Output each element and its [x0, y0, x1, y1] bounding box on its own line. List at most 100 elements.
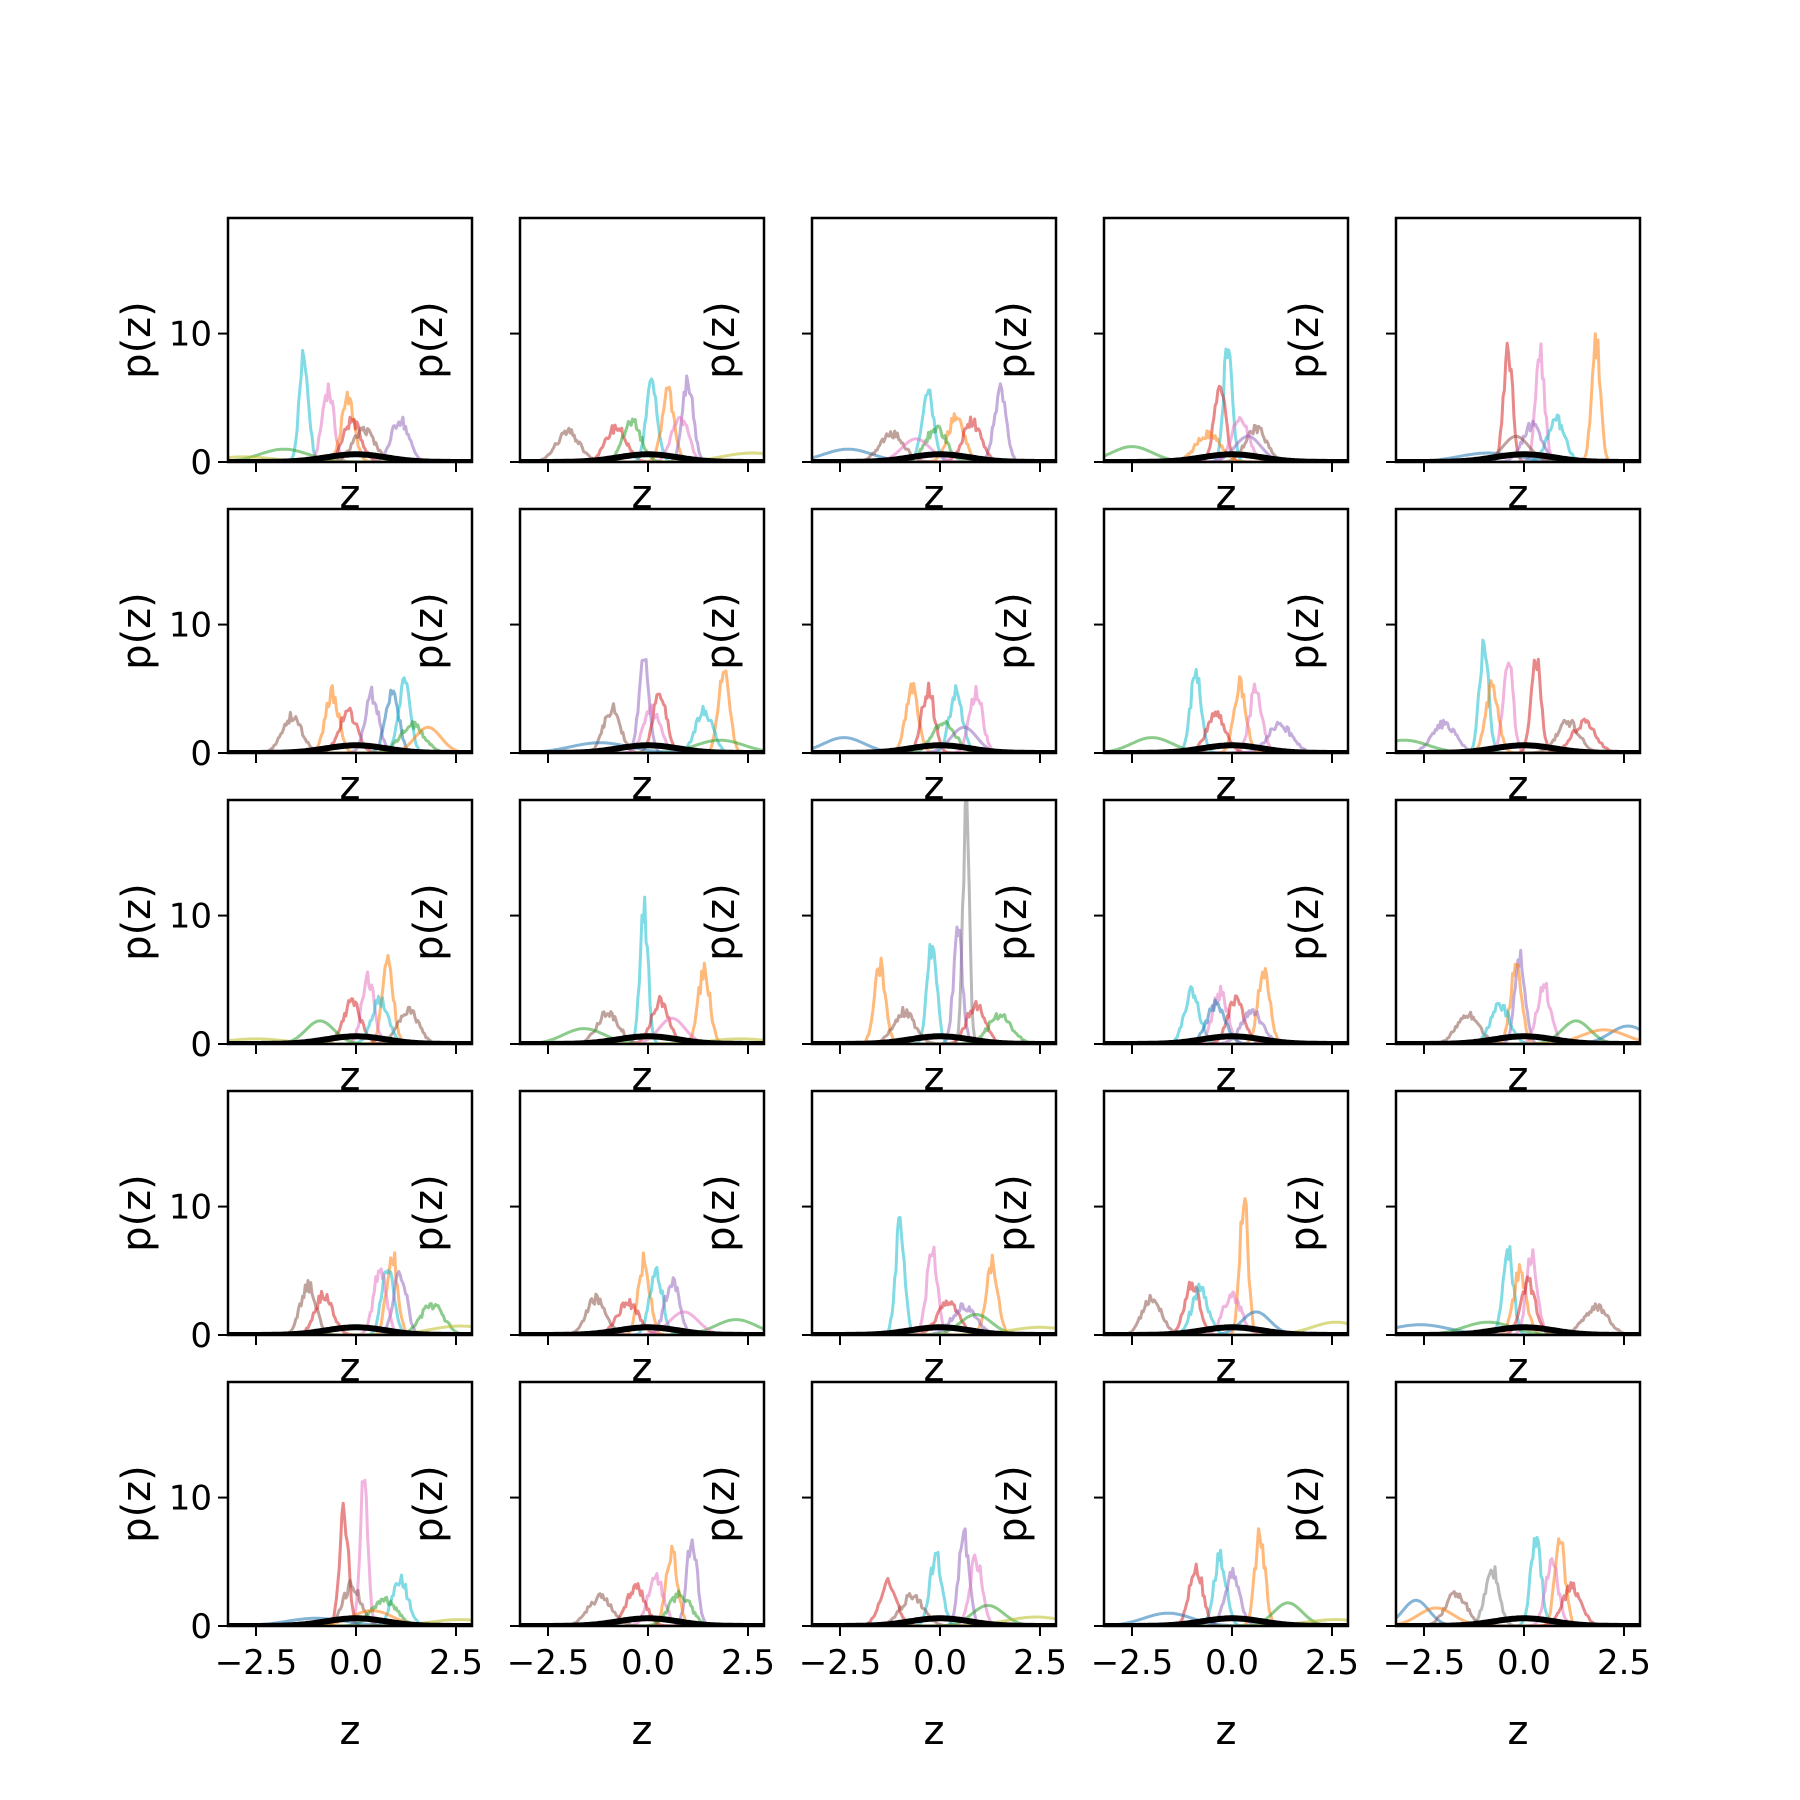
- y-axis-label: p(z): [114, 883, 160, 961]
- pdf-curve: [228, 1019, 472, 1044]
- y-axis-label: p(z): [990, 1465, 1036, 1543]
- pdf-curves: [812, 681, 1056, 753]
- pdf-curve: [520, 451, 764, 462]
- axes-frame: [810, 507, 1058, 755]
- subplot-r1-c2: p(z) z: [406, 216, 766, 518]
- subplot-r1-c5: p(z) z: [1282, 216, 1642, 518]
- pdf-curve: [520, 417, 764, 462]
- pdf-curve: [228, 706, 472, 753]
- pdf-curve: [812, 1550, 1056, 1626]
- y-tick-label: 10: [169, 1188, 212, 1228]
- pdf-curves: [1396, 948, 1640, 1044]
- subplot-r4-c5: p(z) z: [1282, 1089, 1642, 1391]
- x-tick-label: −2.5: [799, 1643, 882, 1683]
- pdf-curve: [1104, 1290, 1348, 1335]
- pdf-curve: [1104, 998, 1348, 1044]
- y-tick-label: 0: [190, 734, 212, 774]
- pdf-curve: [1396, 1275, 1640, 1335]
- pdf-curve: [812, 736, 1056, 753]
- pdf-curves: [1104, 967, 1348, 1044]
- x-axis-label: z: [340, 763, 361, 809]
- x-axis-label: z: [632, 472, 653, 518]
- pdf-curve: [812, 424, 1056, 462]
- y-axis-label: p(z): [990, 301, 1036, 379]
- y-axis-label: p(z): [698, 1465, 744, 1543]
- axes-frame: [1102, 1380, 1350, 1628]
- pdf-curve: [1396, 1302, 1640, 1335]
- pdf-curve: [1396, 332, 1640, 462]
- pdf-curve: [1396, 1263, 1640, 1335]
- pdf-curve: [228, 455, 472, 462]
- pdf-curve: [228, 1037, 472, 1044]
- y-axis-label: p(z): [114, 1465, 160, 1543]
- pdf-curves: [1104, 668, 1348, 753]
- axes-frame: [1394, 507, 1642, 755]
- pdf-curve: [520, 669, 764, 753]
- pdf-curve: [812, 725, 1056, 753]
- pdf-curve: [520, 741, 764, 753]
- subplot-r3-c5: p(z) z: [1282, 798, 1642, 1100]
- subplot-grid: 010p(z)zp(z)zp(z)zp(z)zp(z)z010p(z)zp(z)…: [114, 216, 1651, 1754]
- x-tick-label: 2.5: [429, 1643, 483, 1683]
- y-tick-label: 0: [190, 1607, 212, 1647]
- pdf-curve: [1396, 1019, 1640, 1044]
- subplot-r1-c4: p(z) z: [990, 216, 1350, 518]
- pdf-curves: [520, 1251, 764, 1335]
- y-axis-label: p(z): [698, 592, 744, 670]
- pdf-curve: [520, 1297, 764, 1335]
- pdf-curve: [228, 1618, 472, 1626]
- pdf-curve: [1396, 661, 1640, 753]
- pdf-curve: [1104, 1008, 1348, 1044]
- x-axis-label: z: [1216, 1054, 1237, 1100]
- pdf-curve: [1104, 384, 1348, 462]
- pdf-curves: [520, 374, 764, 462]
- pdf-curves: [1396, 332, 1640, 462]
- pdf-curve: [520, 1582, 764, 1626]
- y-axis-label: p(z): [990, 1174, 1036, 1252]
- y-axis-label: p(z): [1282, 592, 1328, 670]
- x-tick-label: 0.0: [913, 1643, 967, 1683]
- pdf-curve: [1396, 1245, 1640, 1335]
- pdf-curve: [812, 1325, 1056, 1335]
- pdf-curve: [228, 725, 472, 753]
- axes-frame: [226, 216, 474, 464]
- y-axis-label: p(z): [1282, 1465, 1328, 1543]
- axes-frame: [226, 1089, 474, 1337]
- pdf-curve: [812, 956, 1056, 1044]
- pdf-curve: [1396, 962, 1640, 1044]
- y-axis-label: p(z): [990, 883, 1036, 961]
- pdf-curve: [1104, 1293, 1348, 1335]
- axes-frame: [226, 1380, 474, 1628]
- axes-frame: [1394, 1089, 1642, 1337]
- y-axis-label: p(z): [114, 301, 160, 379]
- x-axis-label: z: [340, 1708, 361, 1754]
- x-axis-label: z: [632, 763, 653, 809]
- x-axis-label: z: [924, 1708, 945, 1754]
- y-axis-label: p(z): [990, 592, 1036, 670]
- pdf-curve: [812, 1615, 1056, 1626]
- axes-frame: [518, 798, 766, 1046]
- x-tick-label: 0.0: [621, 1643, 675, 1683]
- x-axis-label: z: [1508, 1054, 1529, 1100]
- axes-frame: [810, 1380, 1058, 1628]
- subplot-r2-c3: p(z) z: [698, 507, 1058, 809]
- y-axis-label: p(z): [406, 301, 452, 379]
- pdf-curve: [228, 997, 472, 1044]
- x-axis-label: z: [632, 1345, 653, 1391]
- pdf-curve: [520, 1572, 764, 1626]
- pdf-curve: [812, 388, 1056, 462]
- x-tick-label: −2.5: [215, 1643, 298, 1683]
- pdf-curve: [1396, 1248, 1640, 1335]
- pdf-curve: [520, 377, 764, 462]
- pdf-curve: [228, 1251, 472, 1335]
- x-axis-label: z: [924, 472, 945, 518]
- y-axis-label: p(z): [1282, 883, 1328, 961]
- pdf-curve: [1104, 710, 1348, 753]
- x-axis-label: z: [1508, 1345, 1529, 1391]
- pdf-curve: [812, 447, 1056, 462]
- y-tick-label: 10: [169, 606, 212, 646]
- axes-frame: [518, 1089, 766, 1337]
- pdf-curve: [1104, 1320, 1348, 1335]
